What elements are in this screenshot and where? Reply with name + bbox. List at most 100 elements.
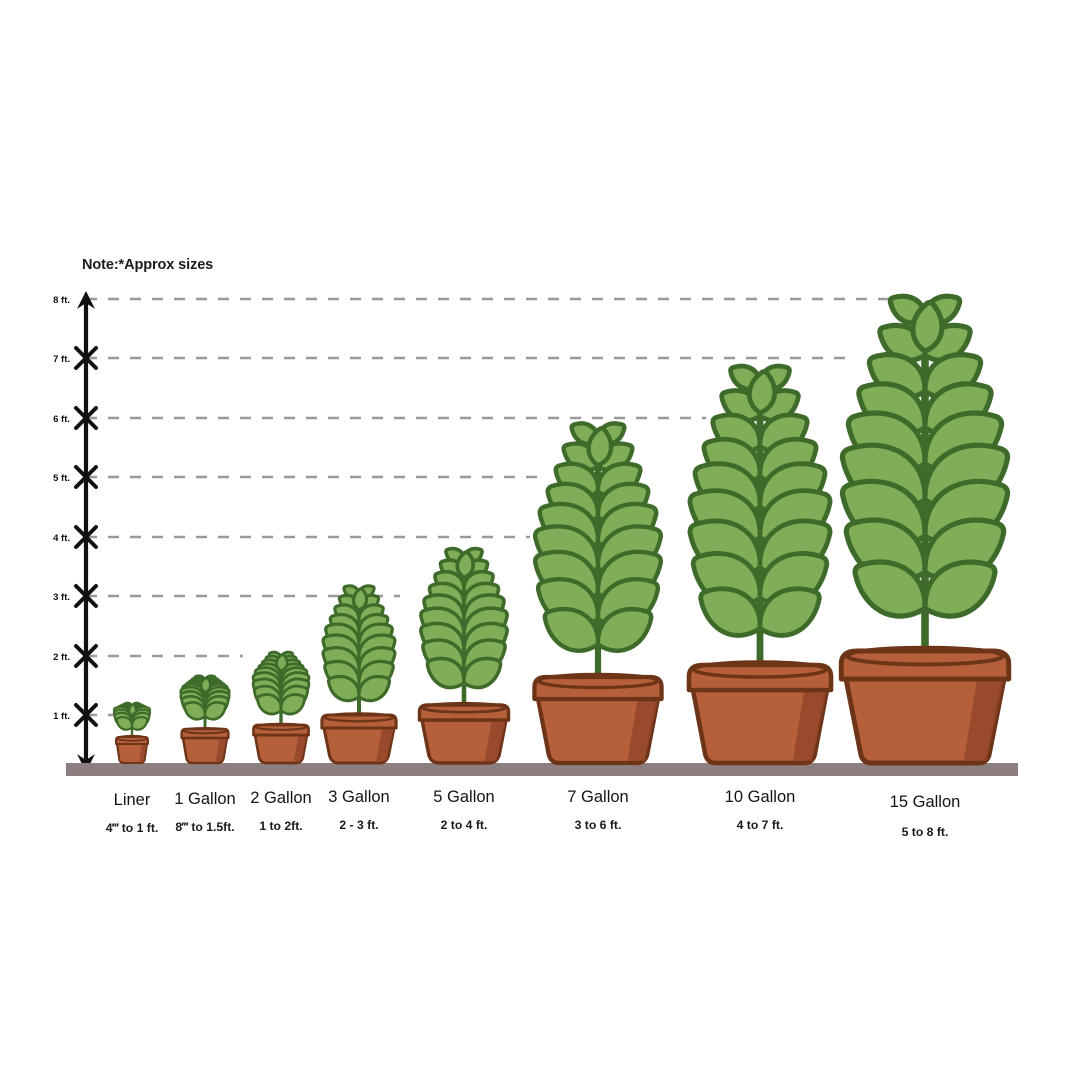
plant-2gallon[interactable]: 2 Gallon — 1 to 2ft. <box>248 650 314 765</box>
tick-cross-4ft <box>74 525 98 549</box>
category-title-5gallon: 5 Gallon <box>433 788 494 806</box>
axis-tick-marks <box>74 346 98 727</box>
category-range-3gallon: 2 - 3 ft. <box>339 818 378 832</box>
category-title-2gallon: 2 Gallon <box>250 789 311 807</box>
ground-baseline <box>66 763 1018 776</box>
plant-leaf-apex <box>351 587 369 612</box>
plant-leaf <box>462 656 503 690</box>
y-tick-label-2ft: 2 ft. <box>53 652 70 663</box>
pot-rim-opening <box>116 734 148 742</box>
category-range-2gallon: 1 to 2ft. <box>259 819 302 833</box>
tick-cross-3ft <box>74 584 98 608</box>
pot-shadow <box>792 690 827 761</box>
plant-1gallon[interactable]: 1 Gallon — 8‴ to 1.5ft. <box>176 674 233 765</box>
category-range-liner: 4‴ to 1 ft. <box>106 821 159 835</box>
pot-shadow <box>139 744 147 761</box>
pot-rim-opening <box>845 645 1005 667</box>
pot-shadow <box>484 720 506 761</box>
y-tick-label-6ft: 6 ft. <box>53 414 70 425</box>
pot-shadow <box>963 679 1004 761</box>
plant-leaf-apex <box>199 676 212 694</box>
plant-foliage <box>112 701 152 731</box>
plant-leaf <box>922 559 998 619</box>
pot-shadow <box>293 735 307 761</box>
pot-rim-opening <box>182 726 228 735</box>
pot-body <box>843 676 1007 766</box>
plant-leaf <box>115 716 134 731</box>
pot-shadow <box>627 699 658 761</box>
tick-cross-6ft <box>74 406 98 430</box>
plant-leaf <box>130 716 149 731</box>
plant-foliage <box>532 421 664 653</box>
plant-liner[interactable]: Liner — 4‴ to 1 ft. <box>111 701 153 765</box>
plant-leaf <box>203 701 227 721</box>
plant-leaf <box>542 606 601 653</box>
plant-leaf <box>425 656 466 690</box>
y-tick-label-1ft: 1 ft. <box>53 711 70 722</box>
pot-shadow <box>376 728 394 761</box>
category-title-liner: Liner <box>114 791 151 809</box>
y-axis-arrow-up <box>77 291 95 309</box>
plant-leaf <box>255 693 283 716</box>
y-tick-labels: 8 ft. 7 ft. 6 ft. 5 ft. 4 ft. 3 ft. 2 ft… <box>53 295 70 722</box>
pot-rim-opening <box>254 722 308 731</box>
category-range-10gallon: 4 to 7 ft. <box>737 818 784 832</box>
plant-15gallon[interactable]: 15 Gallon — 5 to 8 ft. <box>829 289 1021 766</box>
plant-10gallon[interactable]: 10 Gallon — 4 to 7 ft. <box>678 360 841 766</box>
plant-foliage <box>179 674 231 721</box>
pot-body <box>115 742 149 765</box>
plant-leaf-apex <box>910 299 945 354</box>
pot-rim-opening <box>692 660 828 679</box>
tick-cross-1ft <box>74 703 98 727</box>
pot-body <box>322 726 396 765</box>
category-range-5gallon: 2 to 4 ft. <box>441 818 488 832</box>
pot-body <box>181 736 229 765</box>
y-tick-label-5ft: 5 ft. <box>53 473 70 484</box>
y-tick-label-4ft: 4 ft. <box>53 533 70 544</box>
y-tick-label-8ft: 8 ft. <box>53 295 70 306</box>
category-title-1gallon: 1 Gallon <box>174 790 235 808</box>
tick-cross-5ft <box>74 465 98 489</box>
plant-leaf <box>357 675 392 703</box>
tick-cross-2ft <box>74 644 98 668</box>
plants-layer: Liner — 4‴ to 1 ft. 1 Gallon — 8‴ to 1.5f… <box>111 289 1021 766</box>
plant-leaf-apex <box>127 703 138 717</box>
plant-leaf <box>757 586 822 638</box>
plant-5gallon[interactable]: 5 Gallon — 2 to 4 ft. <box>414 545 515 765</box>
pot-body <box>420 718 508 765</box>
plant-leaf-apex <box>275 653 289 673</box>
pot-rim-opening <box>421 701 507 714</box>
category-labels: Liner 4‴ to 1 ft. 1 Gallon 8‴ to 1.5ft. … <box>106 788 961 839</box>
plant-leaf-apex <box>455 550 475 580</box>
plant-leaf-apex <box>586 426 614 468</box>
plant-foliage <box>687 363 833 638</box>
plant-leaf <box>698 586 763 638</box>
y-tick-label-3ft: 3 ft. <box>53 592 70 603</box>
plant-foliage <box>321 584 397 703</box>
plant-leaf <box>279 693 307 716</box>
category-range-7gallon: 3 to 6 ft. <box>575 818 622 832</box>
plant-7gallon[interactable]: 7 Gallon — 3 to 6 ft. <box>525 418 671 766</box>
plant-leaf <box>326 675 361 703</box>
pot-shadow <box>215 738 227 761</box>
plant-foliage <box>419 546 509 690</box>
plant-leaf <box>595 606 654 653</box>
pot-body <box>535 696 661 766</box>
category-range-1gallon: 8‴ to 1.5ft. <box>175 820 234 834</box>
pot-rim-opening <box>323 712 395 723</box>
category-title-3gallon: 3 Gallon <box>328 788 389 806</box>
category-title-10gallon: 10 Gallon <box>725 788 796 806</box>
plant-leaf <box>852 559 928 619</box>
plant-leaf <box>183 701 207 721</box>
pot-body <box>690 687 830 766</box>
pot-body <box>253 733 309 765</box>
plant-3gallon[interactable]: 3 Gallon — 2 - 3 ft. <box>317 583 401 765</box>
plant-foliage <box>251 650 311 716</box>
category-title-7gallon: 7 Gallon <box>567 788 628 806</box>
plant-leaf-apex <box>747 369 777 416</box>
plant-foliage <box>839 293 1011 619</box>
category-range-15gallon: 5 to 8 ft. <box>902 825 949 839</box>
pot-rim-opening <box>537 672 659 690</box>
